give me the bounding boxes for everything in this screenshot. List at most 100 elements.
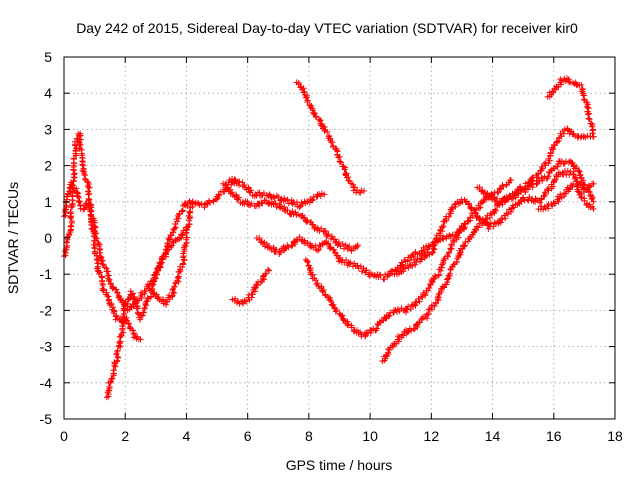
data-point-marker bbox=[189, 198, 196, 205]
data-point-marker bbox=[142, 288, 149, 295]
y-tick-label: -3 bbox=[40, 339, 53, 355]
data-point-marker bbox=[588, 120, 595, 127]
data-point-marker bbox=[235, 194, 242, 201]
data-point-marker bbox=[336, 158, 343, 165]
data-point-marker bbox=[67, 223, 74, 230]
data-point-marker bbox=[73, 152, 80, 159]
data-point-marker bbox=[332, 250, 339, 257]
data-point-marker bbox=[571, 165, 578, 172]
data-point-marker bbox=[114, 347, 121, 354]
data-point-marker bbox=[339, 241, 346, 248]
data-point-marker bbox=[551, 142, 558, 149]
data-point-marker bbox=[574, 188, 581, 195]
data-point-marker bbox=[137, 316, 144, 323]
data-point-marker bbox=[100, 286, 107, 293]
data-point-marker bbox=[275, 194, 282, 201]
data-point-marker bbox=[578, 81, 585, 88]
data-point-marker bbox=[428, 302, 435, 309]
data-point-marker bbox=[307, 267, 314, 274]
chart-title: Day 242 of 2015, Sidereal Day-to-day VTE… bbox=[76, 20, 578, 36]
data-point-marker bbox=[429, 249, 436, 256]
data-point-marker bbox=[86, 196, 93, 203]
data-point-marker bbox=[358, 331, 365, 338]
series-satellite-track-14 bbox=[474, 158, 597, 207]
data-point-marker bbox=[363, 267, 370, 274]
data-point-marker bbox=[68, 222, 75, 229]
x-tick-label: 16 bbox=[546, 428, 562, 444]
data-point-marker bbox=[131, 293, 138, 300]
data-point-marker bbox=[68, 219, 75, 226]
data-point-marker bbox=[296, 204, 303, 211]
data-point-marker bbox=[314, 247, 321, 254]
data-point-marker bbox=[289, 208, 296, 215]
x-tick-label: 18 bbox=[607, 428, 623, 444]
data-point-marker bbox=[125, 320, 132, 327]
data-point-marker bbox=[441, 284, 448, 291]
data-point-marker bbox=[329, 233, 336, 240]
data-point-marker bbox=[327, 135, 334, 142]
data-point-marker bbox=[90, 241, 97, 248]
series-satellite-track-9 bbox=[253, 224, 469, 283]
data-point-marker bbox=[432, 239, 439, 246]
y-axis-label: SDTVAR / TECUs bbox=[5, 182, 21, 294]
data-point-marker bbox=[179, 261, 186, 268]
data-point-marker bbox=[79, 161, 86, 168]
data-point-marker bbox=[137, 336, 144, 343]
data-point-marker bbox=[179, 208, 186, 215]
data-point-marker bbox=[130, 327, 137, 334]
data-point-marker bbox=[120, 329, 127, 336]
data-point-marker bbox=[107, 280, 114, 287]
data-point-marker bbox=[106, 276, 113, 283]
y-tick-label: 4 bbox=[44, 85, 52, 101]
data-point-marker bbox=[232, 295, 239, 302]
data-point-marker bbox=[569, 183, 576, 190]
data-point-marker bbox=[151, 272, 158, 279]
data-point-marker bbox=[422, 253, 429, 260]
data-point-marker bbox=[345, 321, 352, 328]
data-point-marker bbox=[445, 213, 452, 220]
data-point-marker bbox=[148, 286, 155, 293]
data-point-marker bbox=[429, 243, 436, 250]
series-satellite-track-15 bbox=[544, 75, 597, 140]
data-point-marker bbox=[492, 207, 499, 214]
data-point-marker bbox=[465, 238, 472, 245]
data-point-marker bbox=[345, 177, 352, 184]
data-point-marker bbox=[462, 199, 469, 206]
data-point-marker bbox=[347, 259, 354, 266]
data-point-marker bbox=[561, 190, 568, 197]
data-point-marker bbox=[261, 197, 268, 204]
data-point-marker bbox=[74, 135, 81, 142]
data-point-marker bbox=[493, 195, 500, 202]
data-point-marker bbox=[522, 189, 529, 196]
data-point-marker bbox=[302, 94, 309, 101]
data-point-marker bbox=[353, 327, 360, 334]
data-point-marker bbox=[92, 224, 99, 231]
data-point-marker bbox=[385, 351, 392, 358]
data-point-marker bbox=[346, 243, 353, 250]
data-point-marker bbox=[409, 262, 416, 269]
data-point-marker bbox=[475, 205, 482, 212]
data-point-marker bbox=[329, 142, 336, 149]
data-point-marker bbox=[585, 188, 592, 195]
data-point-marker bbox=[89, 226, 96, 233]
data-point-marker bbox=[448, 242, 455, 249]
data-point-marker bbox=[338, 159, 345, 166]
data-point-marker bbox=[259, 200, 266, 207]
data-point-marker bbox=[558, 81, 565, 88]
data-point-marker bbox=[86, 190, 93, 197]
data-point-marker bbox=[550, 183, 557, 190]
data-point-marker bbox=[264, 266, 271, 273]
data-point-marker bbox=[539, 177, 546, 184]
data-point-marker bbox=[510, 195, 517, 202]
data-point-marker bbox=[537, 199, 544, 206]
data-point-marker bbox=[413, 258, 420, 265]
y-tick-label: 5 bbox=[44, 49, 52, 65]
data-point-marker bbox=[272, 200, 279, 207]
x-tick-label: 0 bbox=[60, 428, 68, 444]
data-point-marker bbox=[80, 168, 87, 175]
data-point-marker bbox=[103, 394, 110, 401]
data-point-marker bbox=[498, 199, 505, 206]
data-point-marker bbox=[367, 329, 374, 336]
data-point-marker bbox=[96, 269, 103, 276]
data-point-marker bbox=[273, 203, 280, 210]
